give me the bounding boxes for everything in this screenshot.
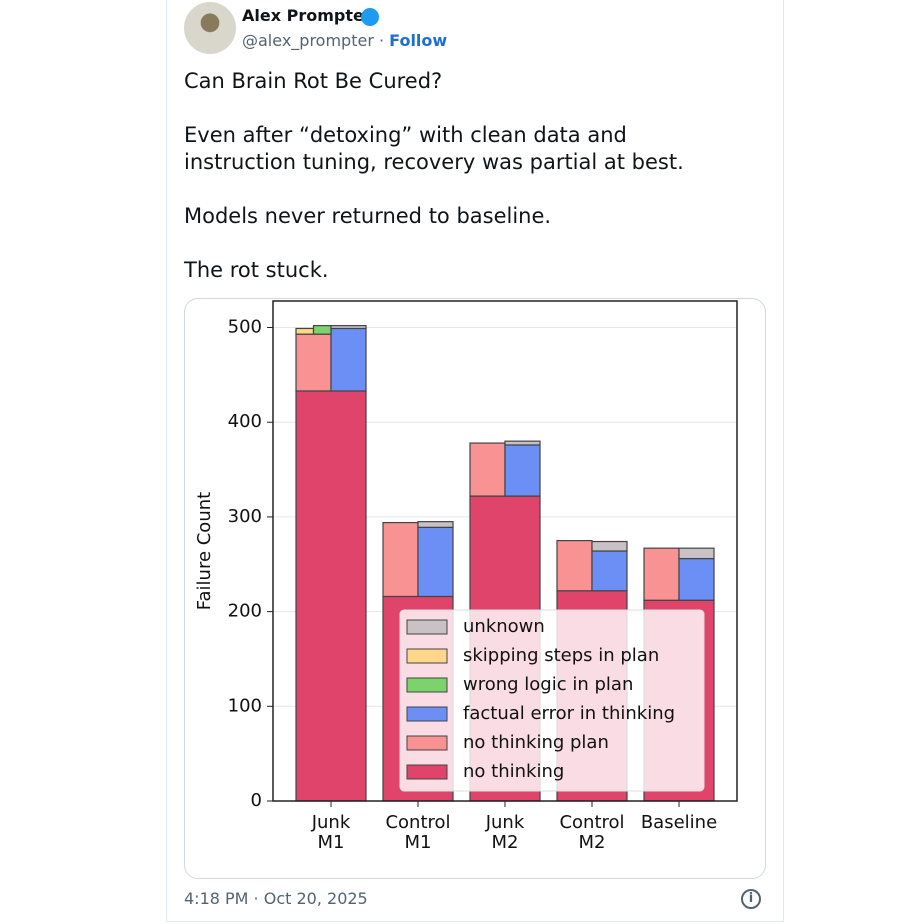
x-tick-label: Junk M2 (485, 812, 525, 853)
bar-segment (556, 539, 593, 592)
plot-frame (272, 300, 738, 802)
bar-segment (295, 327, 315, 335)
y-tick-label: 0 (251, 790, 262, 811)
bar-segment (591, 550, 628, 592)
separator: · (378, 31, 385, 50)
follow-button[interactable]: Follow (389, 31, 448, 50)
bar-segment (417, 521, 454, 528)
bar-segment (504, 444, 541, 497)
legend-swatch (406, 677, 448, 693)
author-name[interactable]: Alex Prompter (242, 6, 372, 25)
tweet-card (166, 0, 784, 922)
legend-label: wrong logic in plan (463, 674, 633, 695)
verified-badge (361, 8, 379, 26)
bar-segment (295, 390, 367, 802)
bar-segment (330, 327, 367, 392)
bar-segment (469, 442, 506, 497)
legend-swatch (406, 619, 448, 635)
bar-segment (312, 325, 332, 335)
legend-label: no thinking plan (463, 732, 609, 753)
timestamp[interactable]: 4:18 PM · Oct 20, 2025 (184, 889, 368, 908)
y-tick-label: 200 (228, 601, 262, 622)
bar-segment (330, 325, 367, 330)
tweet-paragraph: Can Brain Rot Be Cured? (184, 69, 443, 93)
bar-segment (678, 557, 715, 601)
x-tick-label: Control M1 (385, 812, 451, 853)
bar-segment (504, 440, 541, 446)
legend-label: skipping steps in plan (463, 645, 659, 666)
bar-segment (591, 540, 628, 552)
tweet-paragraph: Even after “detoxing” with clean data an… (184, 123, 684, 174)
author-line: @alex_prompter · Follow (242, 31, 447, 50)
x-tick-label: Junk M1 (311, 812, 351, 853)
legend-label: unknown (463, 616, 545, 637)
legend-box (399, 609, 705, 792)
bar-segment (382, 521, 419, 598)
legend-swatch (406, 706, 448, 722)
legend-label: factual error in thinking (463, 703, 675, 724)
legend-swatch (406, 648, 448, 664)
legend-swatch (406, 735, 448, 751)
legend: unknown skipping steps in plan wrong logic… (399, 609, 705, 792)
y-tick-label: 300 (228, 506, 262, 527)
y-tick-label: 100 (228, 695, 262, 716)
x-tick-label: Baseline (640, 812, 718, 833)
bar-segment (643, 547, 680, 601)
bar-segment (295, 333, 332, 392)
tweet-paragraph: The rot stuck. (184, 258, 329, 282)
y-tick-label: 500 (228, 317, 262, 338)
tweet-text: Can Brain Rot Be Cured? Even after “detox… (184, 68, 744, 311)
handle[interactable]: @alex_prompter (242, 31, 374, 50)
legend-swatch (406, 764, 448, 780)
bar-segment (417, 526, 454, 598)
legend-label: no thinking (463, 761, 564, 782)
info-icon[interactable]: i (741, 889, 761, 909)
bar-segment (678, 547, 715, 560)
y-axis-label: Failure Count (194, 492, 215, 610)
media-frame[interactable] (184, 298, 766, 879)
tweet-paragraph: Models never returned to baseline. (184, 204, 552, 228)
avatar[interactable] (184, 2, 236, 54)
y-tick-label: 400 (228, 411, 262, 432)
x-tick-label: Control M2 (559, 812, 625, 853)
